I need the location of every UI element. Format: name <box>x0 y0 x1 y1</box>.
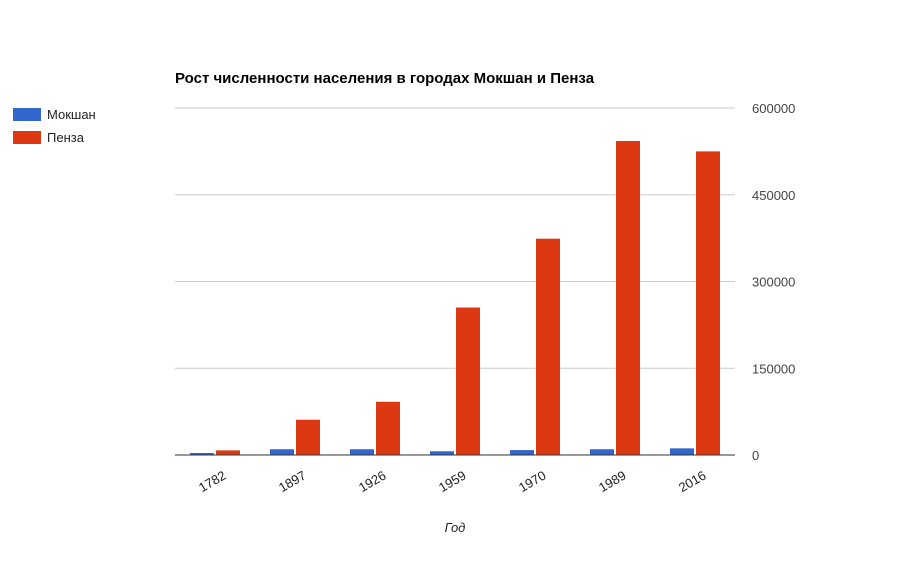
legend-label: Пенза <box>47 130 85 145</box>
legend-label: Мокшан <box>47 107 96 122</box>
legend-swatch <box>13 108 41 121</box>
bar-пенза-1782 <box>216 450 240 455</box>
bars <box>190 140 720 455</box>
bar-пенза-1926 <box>376 401 400 455</box>
bar-мокшан-1959 <box>430 451 454 455</box>
bar-мокшан-1926 <box>350 449 374 455</box>
bar-пенза-1989 <box>616 140 640 455</box>
legend-swatch <box>13 131 41 144</box>
x-tick-label: 1970 <box>516 468 549 495</box>
x-axis: 1782 1897 1926 1959 1970 1989 2016 <box>196 468 709 495</box>
y-axis: 0 150000 300000 450000 600000 <box>752 101 795 463</box>
x-tick-label: 2016 <box>676 468 709 495</box>
bar-пенза-2016 <box>696 151 720 455</box>
bar-пенза-1970 <box>536 238 560 455</box>
x-axis-label: Год <box>445 520 466 535</box>
bar-пенза-1959 <box>456 307 480 455</box>
bar-мокшан-1897 <box>270 449 294 455</box>
x-tick-label: 1897 <box>276 468 309 495</box>
bar-мокшан-1782 <box>190 452 214 455</box>
x-tick-label: 1959 <box>436 468 469 495</box>
y-tick-label: 600000 <box>752 101 795 116</box>
x-tick-label: 1989 <box>596 468 629 495</box>
y-tick-label: 300000 <box>752 275 795 290</box>
x-tick-label: 1926 <box>356 468 389 495</box>
y-tick-label: 150000 <box>752 361 795 376</box>
legend: Мокшан Пенза <box>13 107 96 145</box>
x-tick-label: 1782 <box>196 468 229 495</box>
gridlines <box>175 107 735 456</box>
y-tick-label: 450000 <box>752 188 795 203</box>
bar-пенза-1897 <box>296 419 320 455</box>
bar-мокшан-1970 <box>510 450 534 455</box>
bar-мокшан-1989 <box>590 449 614 455</box>
chart-title: Рост численности населения в городах Мок… <box>175 70 595 87</box>
y-tick-label: 0 <box>752 448 759 463</box>
bar-мокшан-2016 <box>670 448 694 455</box>
